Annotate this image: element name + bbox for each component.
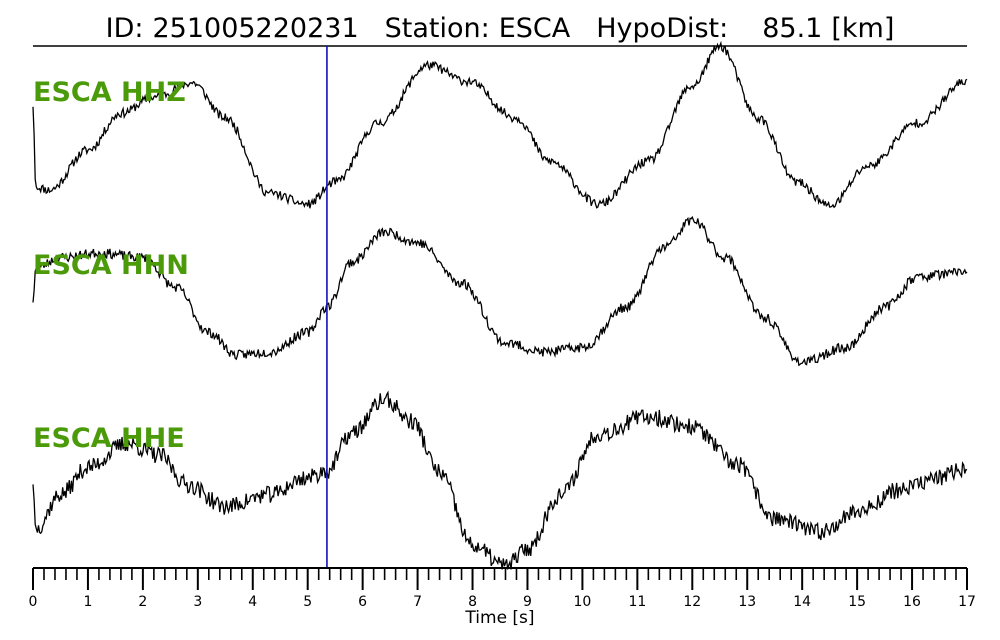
x-tick-label: 7 (413, 594, 422, 610)
title-dist-unit: [km] (831, 13, 894, 44)
x-axis: 0 1 2 3 4 5 6 7 8 9 10 11 12 13 14 15 16 17 (29, 567, 976, 610)
trace-label-esca-hhe: ESCA HHE (33, 423, 185, 454)
chart-title: ID: 251005220231 Station: ESCA HypoDist: 85.1… (106, 13, 895, 44)
trace-esca-hhe (32, 390, 968, 570)
x-tick-label: 9 (523, 594, 532, 610)
x-tick-label: 5 (303, 594, 312, 610)
x-tick-label: 8 (468, 594, 477, 610)
x-tick-label: 17 (958, 594, 976, 610)
x-tick-label: 11 (628, 594, 646, 610)
trace-labels: ESCA HHZ ESCA HHN ESCA HHE (33, 77, 189, 454)
traces-group (32, 40, 968, 570)
x-tick-label: 10 (573, 594, 591, 610)
x-tick-label: 13 (738, 594, 756, 610)
x-tick-label: 14 (793, 594, 811, 610)
x-tick-label: 15 (848, 594, 866, 610)
x-axis-label: Time [s] (464, 608, 534, 628)
title-station-value: ESCA (499, 13, 571, 44)
x-tick-label: 3 (193, 594, 202, 610)
title-dist-label: HypoDist: (596, 13, 728, 44)
trace-esca-hhn (32, 215, 968, 367)
title-station-label: Station: (385, 13, 490, 44)
trace-esca-hhz (32, 40, 968, 209)
title-id-label: ID: (106, 13, 144, 44)
x-tick-label: 0 (29, 594, 38, 610)
trace-label-esca-hhn: ESCA HHN (33, 250, 189, 281)
x-tick-label: 12 (683, 594, 701, 610)
title-id-value: 251005220231 (152, 13, 358, 44)
x-tick-label: 16 (903, 594, 921, 610)
x-tick-label: 2 (138, 594, 147, 610)
x-tick-label: 4 (248, 594, 257, 610)
title-dist-value: 85.1 (762, 13, 822, 44)
x-tick-label: 6 (358, 594, 367, 610)
trace-label-esca-hhz: ESCA HHZ (33, 77, 186, 108)
x-tick-label: 1 (83, 594, 92, 610)
